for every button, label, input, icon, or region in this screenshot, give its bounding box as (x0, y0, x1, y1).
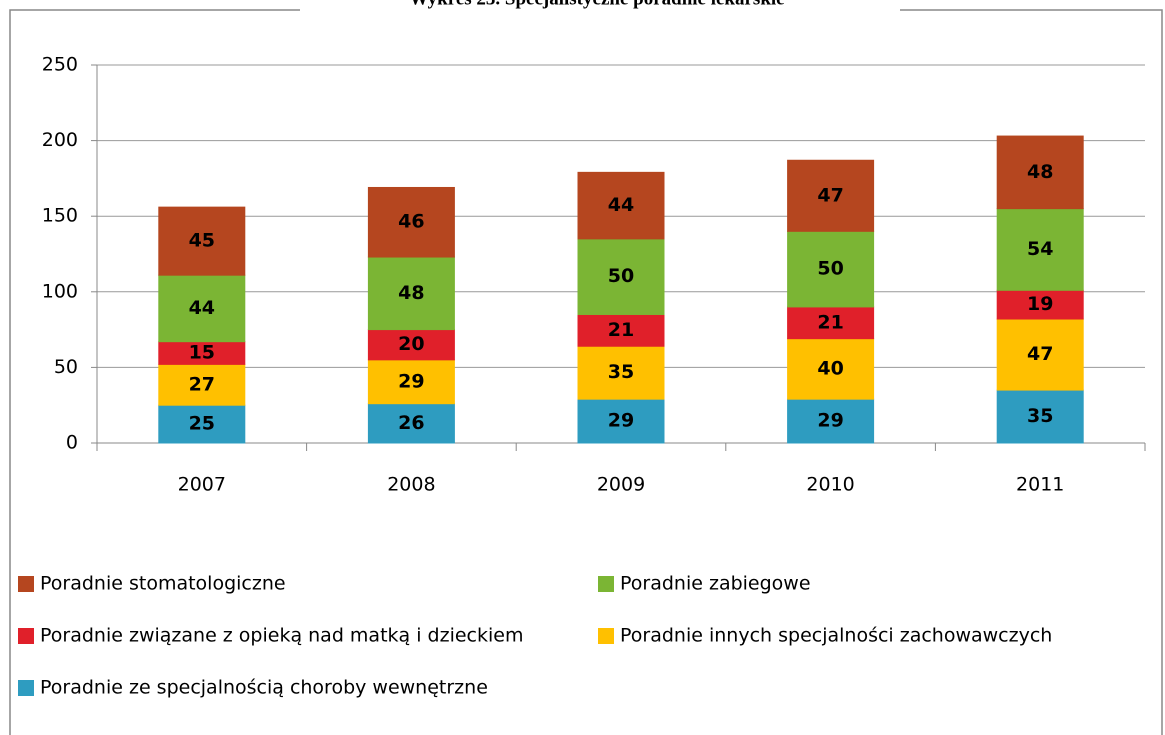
bar-segment (996, 135, 1084, 210)
bar-segment (996, 389, 1084, 444)
legend-label: Poradnie stomatologiczne (40, 573, 286, 595)
x-tick-label: 2011 (1016, 474, 1064, 496)
bar-segment (787, 159, 875, 232)
legend-swatch (18, 576, 34, 592)
data-label: 44 (189, 297, 215, 319)
data-label: 25 (189, 413, 215, 435)
bar-segment (787, 306, 875, 340)
data-label: 29 (817, 410, 843, 432)
bar-segment (787, 398, 875, 444)
data-label: 50 (817, 258, 843, 280)
bar-segment (158, 274, 246, 343)
data-label: 48 (1027, 161, 1053, 183)
x-tick-label: 2009 (597, 474, 645, 496)
chart-title: Wykres 23. Specjalistyczne poradnie leka… (409, 0, 784, 9)
data-label: 29 (608, 410, 634, 432)
data-label: 47 (1027, 343, 1053, 365)
data-label: 44 (608, 194, 634, 216)
bar-segment (577, 238, 665, 315)
data-label: 35 (608, 361, 634, 383)
data-label: 29 (398, 370, 424, 392)
data-label: 21 (608, 319, 634, 341)
legend-swatch (598, 628, 614, 644)
x-tick-label: 2010 (806, 474, 854, 496)
y-tick-label: 250 (42, 54, 78, 76)
bar-segment (577, 345, 665, 400)
bar-segment (158, 206, 246, 276)
bar-segment (367, 403, 455, 444)
legend-swatch (18, 680, 34, 696)
data-label: 48 (398, 282, 424, 304)
y-tick-label: 150 (42, 205, 78, 227)
y-tick-label: 200 (42, 129, 78, 151)
legend-swatch (18, 628, 34, 644)
title-bg (300, 0, 900, 12)
bar-segment (367, 359, 455, 405)
y-tick-label: 50 (54, 356, 78, 378)
bar-segment (367, 256, 455, 331)
data-label: 21 (817, 311, 843, 333)
data-label: 27 (189, 373, 215, 395)
bar-segment (787, 230, 875, 308)
y-tick-label: 0 (66, 432, 78, 454)
legend-label: Poradnie innych specjalności zachowawczy… (620, 625, 1052, 647)
x-tick-label: 2007 (178, 474, 226, 496)
bar-segment (577, 171, 665, 240)
bar-segment (158, 363, 246, 406)
data-label: 19 (1027, 293, 1053, 315)
y-tick-label: 100 (42, 280, 78, 302)
data-label: 26 (398, 412, 424, 434)
bar-segment (577, 398, 665, 444)
bar-segment (367, 186, 455, 258)
data-label: 50 (608, 265, 634, 287)
legend-label: Poradnie zabiegowe (620, 573, 811, 595)
data-label: 20 (398, 333, 424, 355)
bar-segment (996, 208, 1084, 291)
data-label: 54 (1027, 238, 1053, 260)
bar-segment (158, 404, 246, 444)
bar-segment (577, 313, 665, 347)
legend-label: Poradnie związane z opieką nad matką i d… (40, 625, 523, 647)
data-label: 47 (817, 184, 843, 206)
data-label: 40 (817, 357, 843, 379)
legend-label: Poradnie ze specjalnością choroby wewnęt… (40, 677, 488, 699)
data-label: 45 (189, 230, 215, 252)
data-label: 15 (189, 342, 215, 364)
bar-segment (367, 329, 455, 361)
data-label: 46 (398, 211, 424, 233)
data-label: 35 (1027, 405, 1053, 427)
x-tick-label: 2008 (387, 474, 435, 496)
bar-segment (787, 338, 875, 400)
legend-swatch (598, 576, 614, 592)
